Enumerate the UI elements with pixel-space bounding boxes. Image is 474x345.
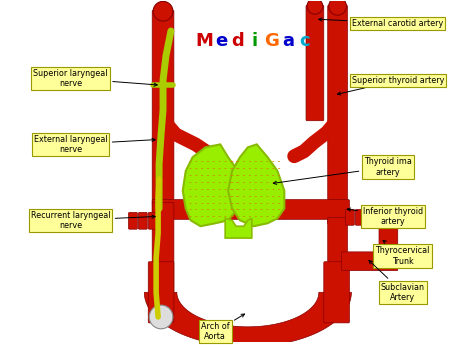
Text: M: M — [195, 32, 213, 50]
Text: External laryngeal
nerve: External laryngeal nerve — [34, 135, 155, 154]
Text: i: i — [252, 32, 258, 50]
FancyBboxPatch shape — [356, 209, 364, 225]
FancyBboxPatch shape — [152, 200, 349, 219]
Text: Inferior thyroid
artery: Inferior thyroid artery — [347, 207, 423, 226]
Text: Arch of
Aorta: Arch of Aorta — [201, 314, 245, 342]
Text: Subclavian
Artery: Subclavian Artery — [369, 260, 425, 302]
FancyBboxPatch shape — [324, 262, 349, 323]
FancyBboxPatch shape — [148, 262, 174, 323]
Polygon shape — [228, 144, 284, 226]
Text: a: a — [283, 32, 294, 50]
Text: Recurrent laryngeal
nerve: Recurrent laryngeal nerve — [31, 210, 155, 230]
Polygon shape — [183, 144, 242, 226]
Text: Superior laryngeal
nerve: Superior laryngeal nerve — [33, 69, 157, 88]
FancyBboxPatch shape — [328, 5, 347, 224]
FancyBboxPatch shape — [128, 213, 137, 229]
FancyBboxPatch shape — [138, 213, 147, 229]
Text: c: c — [300, 32, 310, 50]
FancyBboxPatch shape — [152, 10, 174, 205]
Text: d: d — [232, 32, 245, 50]
Text: External carotid artery: External carotid artery — [319, 18, 443, 28]
FancyBboxPatch shape — [152, 203, 174, 293]
FancyBboxPatch shape — [346, 209, 355, 225]
Text: Thyroid ima
artery: Thyroid ima artery — [273, 157, 412, 185]
FancyBboxPatch shape — [148, 213, 157, 229]
Text: Superior thyroid artery: Superior thyroid artery — [337, 76, 444, 95]
Circle shape — [153, 1, 173, 21]
Circle shape — [307, 0, 323, 14]
Polygon shape — [144, 292, 351, 345]
FancyBboxPatch shape — [328, 217, 347, 293]
FancyBboxPatch shape — [306, 5, 324, 121]
Polygon shape — [225, 218, 252, 238]
Circle shape — [328, 0, 346, 15]
Circle shape — [149, 305, 173, 329]
FancyBboxPatch shape — [379, 222, 398, 259]
Text: Thyrocervical
Trunk: Thyrocervical Trunk — [375, 240, 430, 266]
FancyBboxPatch shape — [342, 252, 398, 270]
Text: G: G — [264, 32, 279, 50]
Text: e: e — [215, 32, 228, 50]
